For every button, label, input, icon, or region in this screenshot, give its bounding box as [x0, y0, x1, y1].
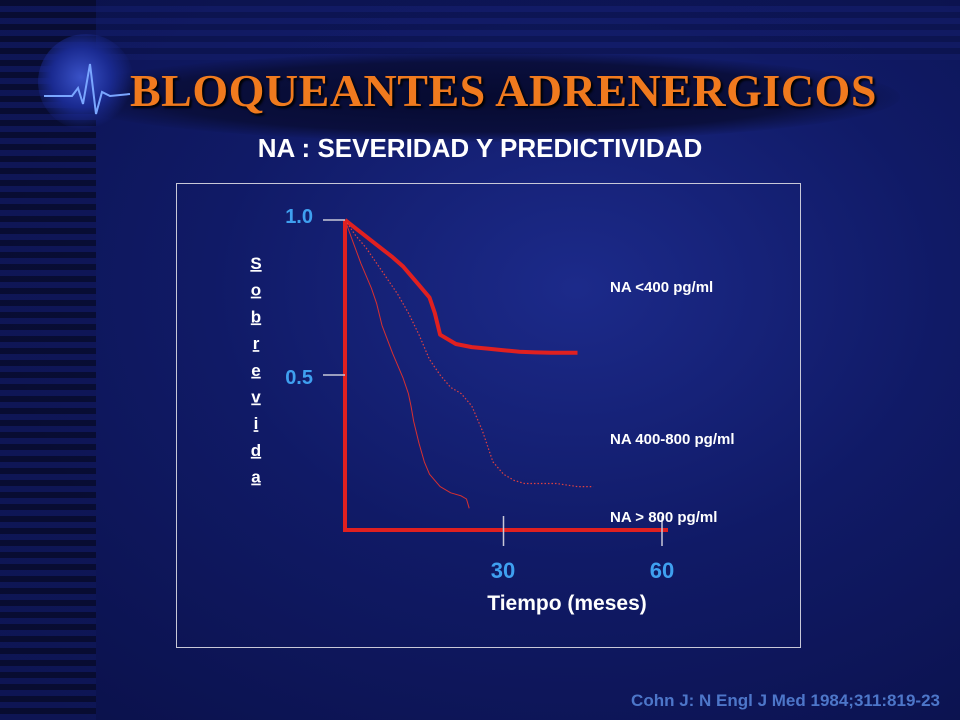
y-axis-label-letter: e: [251, 361, 260, 380]
chart-curves: [343, 218, 594, 509]
chart-panel: [176, 183, 801, 648]
y-tick-label: 1.0: [285, 206, 313, 228]
y-axis-label-letter: i: [254, 414, 259, 433]
y-axis-label-letter: b: [251, 307, 261, 326]
title-banner: [60, 52, 900, 142]
series-line-2: [344, 219, 470, 509]
axis-ticks: [323, 219, 663, 546]
heartbeat-icon: [44, 63, 131, 115]
y-axis-label-letter: r: [253, 334, 260, 353]
x-tick-label: 60: [650, 558, 674, 583]
y-axis-label-letter: a: [251, 468, 261, 487]
x-axis-label: Tiempo (meses): [487, 592, 647, 615]
series-line-1: [344, 219, 594, 488]
slide-title: BLOQUEANTES ADRENERGICOS: [130, 65, 877, 116]
y-axis-label-letter: S: [250, 254, 261, 273]
series-label: NA <400 pg/ml: [610, 279, 713, 296]
slide-subtitle: NA : SEVERIDAD Y PREDICTIVIDAD: [257, 133, 703, 163]
y-axis-label-letter: d: [251, 441, 261, 460]
y-axis-label-letter: o: [251, 281, 261, 300]
heartbeat-orb-icon: [38, 34, 134, 130]
y-tick-label: 0.5: [285, 367, 313, 389]
top-stripe-decoration: [96, 0, 960, 60]
citation: Cohn J: N Engl J Med 1984;311:819-23: [631, 691, 940, 710]
series-label: NA 400-800 pg/ml: [610, 431, 735, 448]
x-tick-label: 30: [491, 558, 515, 583]
y-axis-label-letter: v: [251, 388, 261, 407]
series-label: NA > 800 pg/ml: [610, 509, 717, 526]
series-line-0: [343, 218, 578, 355]
